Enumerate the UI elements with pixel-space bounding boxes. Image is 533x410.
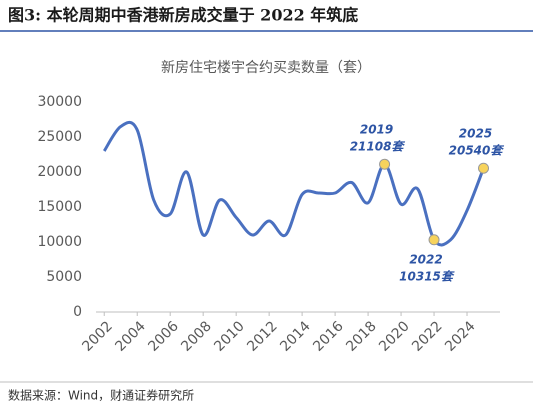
- x-tick-label: 2016: [310, 318, 347, 355]
- annotation-label: 21108套: [350, 140, 406, 154]
- y-tick-label: 20000: [37, 164, 82, 180]
- chart-title: 新房住宅楼宇合约买卖数量（套）: [161, 60, 371, 76]
- x-tick-label: 2004: [112, 318, 149, 355]
- line-series: [102, 120, 485, 247]
- source: 数据来源：Wind，财通证券研究所: [8, 388, 194, 403]
- annotation-label: 20540套: [449, 144, 505, 158]
- x-tick-label: 2006: [145, 318, 182, 355]
- y-tick-label: 10000: [37, 234, 82, 250]
- annotation-year: 2019: [360, 123, 393, 137]
- y-tick-label: 25000: [37, 129, 82, 145]
- x-tick-label: 2020: [376, 318, 413, 355]
- x-tick-label: 2022: [409, 318, 446, 355]
- x-tick-label: 2002: [79, 318, 116, 355]
- x-tick-label: 2024: [442, 318, 479, 355]
- x-tick-label: 2018: [343, 318, 380, 355]
- x-tick-label: 2014: [277, 318, 314, 355]
- y-tick-label: 0: [73, 304, 82, 320]
- y-tick-label: 30000: [37, 94, 82, 110]
- annotation-year: 2025: [459, 127, 492, 141]
- y-tick-label: 5000: [46, 269, 82, 285]
- x-tick-label: 2012: [244, 318, 281, 355]
- x-tick-label: 2008: [178, 318, 215, 355]
- y-tick-label: 15000: [37, 199, 82, 215]
- highlight-marker: [428, 234, 440, 246]
- highlight-marker: [478, 162, 490, 174]
- x-tick-label: 2010: [211, 318, 248, 355]
- annotation-year: 2022: [409, 252, 442, 266]
- header-title: 图3: 本轮周期中香港新房成交量于 2022 年筑底: [8, 6, 358, 25]
- highlight-marker: [379, 158, 391, 170]
- annotation-label: 10315套: [399, 269, 455, 283]
